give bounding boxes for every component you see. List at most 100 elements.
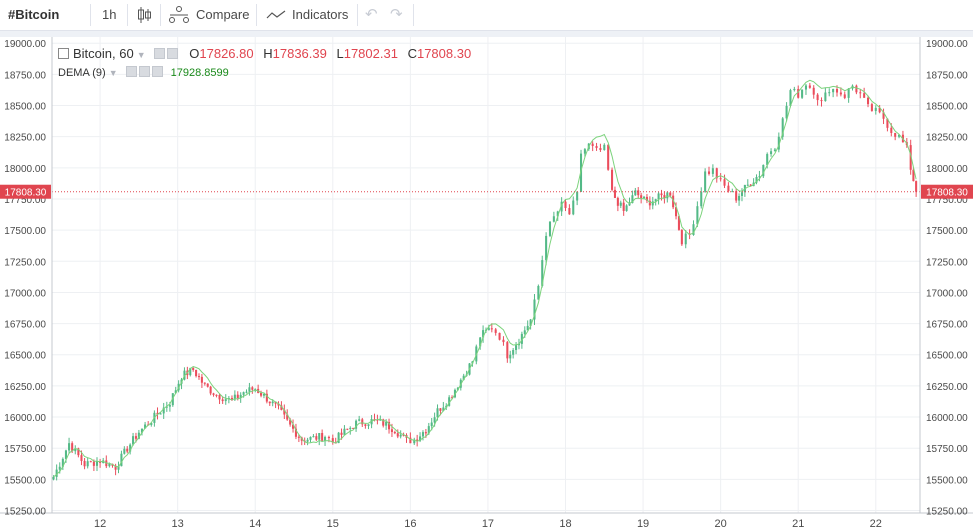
undo-icon[interactable]: ↶ [365,6,378,23]
candle-body [591,143,594,147]
candle-body [643,196,646,199]
toolbar-divider [413,4,414,26]
y-tick-label-right: 17500.00 [926,226,968,237]
candle-body [409,437,412,444]
y-tick-label-left: 15750.00 [4,444,46,455]
candle-body [203,382,206,384]
candle-body [816,94,819,101]
candle-body [315,436,318,440]
candle-body [58,466,61,470]
chart-toolbar: #Bitcoin 1h Compare Indicators ↶ ↷ [0,0,973,31]
candle-body [80,455,83,461]
candle-body [789,90,792,106]
settings-icon[interactable] [166,48,178,59]
candles-icon[interactable] [136,0,154,30]
y-tick-label-right: 16750.00 [926,320,968,331]
candle-body [430,422,433,427]
candle-body [144,424,147,429]
candle-body [675,207,678,217]
compare-button[interactable]: Compare [196,7,250,22]
candle-body [758,176,761,178]
collapse-legend-icon[interactable] [58,48,69,59]
y-tick-label-left: 16500.00 [4,351,46,362]
candle-body [376,419,379,421]
close-value: 17808.30 [416,46,472,61]
dema-menu-chevron-icon[interactable]: ▼ [108,68,118,78]
candle-body [651,201,654,206]
candle-body [529,319,532,326]
indicators-button[interactable]: Indicators [292,7,349,22]
candle-body [218,395,221,400]
candle-body [874,107,877,111]
settings-icon[interactable] [138,66,150,77]
candle-body [735,191,738,201]
candle-body [274,401,277,404]
candle-body [318,433,321,440]
x-tick-label: 17 [482,518,494,530]
candle-body [657,193,660,200]
candle-body [746,184,749,186]
y-tick-label-right: 18250.00 [926,133,968,144]
last-price-badge-left [0,184,51,199]
candle-body [663,195,666,199]
candle-body [677,216,680,230]
series-title: Bitcoin, 60 [73,46,134,61]
candle-body [847,88,850,98]
y-tick-label-right: 17750.00 [926,195,968,206]
candle-body [95,461,99,466]
candle-body [545,235,548,261]
candle-body [533,299,536,320]
candle-body [456,387,459,390]
interval-button[interactable]: 1h [102,7,117,22]
candle-body [74,448,77,452]
candle-body [236,394,239,399]
y-tick-label-right: 17000.00 [926,288,968,299]
candle-body [86,461,89,467]
candle-body [248,387,251,392]
indicators-icon[interactable] [265,0,287,30]
candle-body [541,260,544,286]
compare-icon[interactable] [168,0,190,30]
price-chart[interactable]: 15250.00 15250.00 15500.00 15500.00 15750.00… [0,37,973,532]
eye-icon[interactable] [153,48,165,59]
redo-icon[interactable]: ↷ [390,6,403,23]
candle-body [859,92,862,94]
x-tick-label: 18 [559,518,571,530]
candle-body [715,168,718,179]
candle-body [251,387,254,390]
x-tick-label: 22 [870,518,882,530]
candle-body [364,424,367,426]
eye-icon[interactable] [125,66,137,77]
candle-body [785,105,788,119]
x-tick-label: 19 [637,518,649,530]
candle-body [613,189,616,198]
candle-body [64,450,67,459]
candle-body [120,453,123,467]
y-tick-label-right: 18000.00 [926,164,968,175]
y-tick-label-right: 15500.00 [926,475,968,486]
candle-body [174,390,177,394]
x-tick-label: 16 [404,518,416,530]
candle-body [55,469,58,477]
candle-body [619,202,622,206]
candle-body [820,100,823,102]
candle-body [286,414,289,420]
candle-body [654,199,657,202]
candle-body [556,211,559,217]
candle-body [583,149,586,154]
candle-body [283,409,286,415]
symbol-search[interactable]: #Bitcoin [8,7,60,22]
candle-body [448,397,451,406]
candle-body [870,104,873,111]
toolbar-band [0,31,973,37]
candle-body [595,146,598,149]
candle-body [393,431,396,434]
candle-body [230,398,233,400]
series-menu-chevron-icon[interactable]: ▼ [136,50,146,60]
chart-grid [52,37,920,513]
candle-body [719,178,722,180]
close-icon[interactable] [151,66,163,77]
x-tick-label: 13 [172,518,184,530]
candle-body [890,127,893,133]
y-tick-label-left: 16750.00 [4,320,46,331]
